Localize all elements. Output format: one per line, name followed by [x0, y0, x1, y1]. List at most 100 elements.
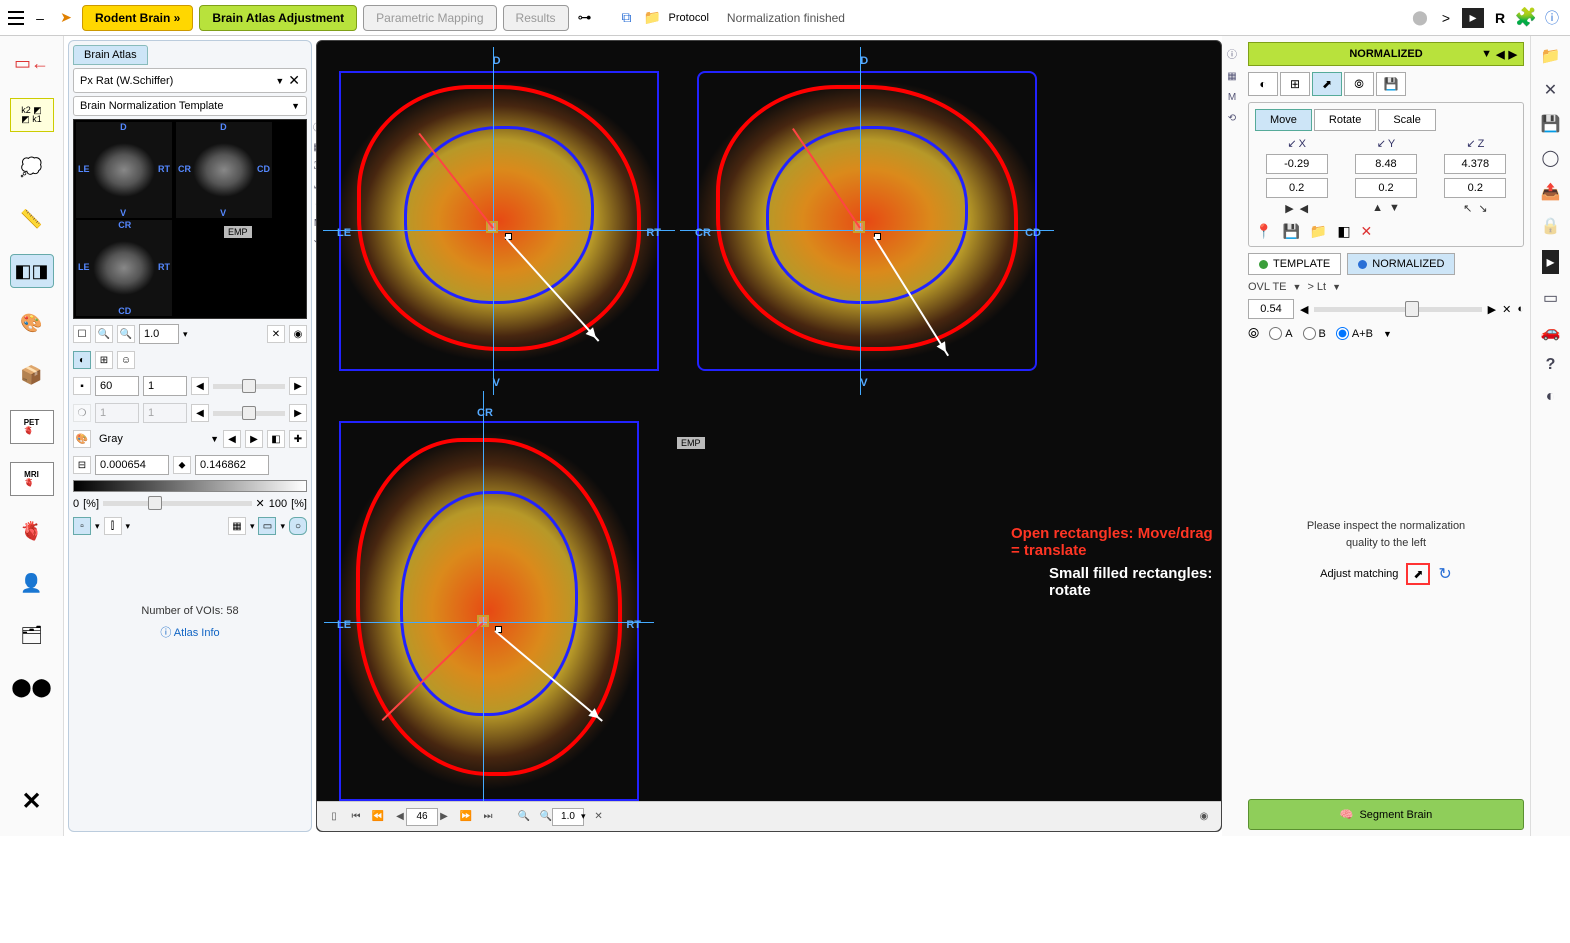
thumb-coronal[interactable]: D V LE RT [76, 122, 172, 218]
check-icon[interactable]: ☐ [73, 325, 91, 343]
radio-b[interactable]: B [1303, 327, 1326, 340]
range-lo-input[interactable] [95, 455, 169, 475]
warp-icon[interactable]: ⦾ [1248, 325, 1259, 342]
radio-ab[interactable]: A+B [1336, 327, 1373, 340]
car-icon[interactable]: 🚗 [1541, 322, 1561, 342]
level-slider[interactable] [213, 411, 285, 416]
next-icon[interactable]: ▶ [289, 404, 307, 422]
bt5[interactable]: ○ [289, 517, 307, 535]
copy-icon[interactable]: ⧉ [617, 8, 637, 28]
tool-color[interactable]: 🎨 [10, 306, 54, 340]
brain-atlas-adjust-button[interactable]: Brain Atlas Adjustment [199, 5, 357, 31]
crosshair-h[interactable] [323, 230, 675, 231]
close-selector-icon[interactable]: ✕ [288, 72, 300, 89]
radio-a[interactable]: A [1269, 327, 1292, 340]
x-icon[interactable]: ✕ [256, 497, 265, 510]
terminal-icon[interactable]: ▸ [1542, 250, 1558, 274]
zoom-in-icon[interactable]: 🔍 [95, 325, 113, 343]
pct-slider[interactable] [103, 501, 251, 506]
crop-icon[interactable]: ◧ [1337, 223, 1350, 240]
r-icon[interactable]: R [1490, 8, 1510, 28]
prev-icon[interactable]: ◀ [223, 430, 241, 448]
bt2d[interactable]: ▾ [126, 521, 131, 532]
person-tab[interactable]: ☺ [117, 351, 135, 369]
tool-heart[interactable]: 🫀 [10, 514, 54, 548]
box-icon[interactable]: ▪ [73, 377, 91, 395]
leaf-icon[interactable]: ❍ [73, 404, 91, 422]
normalized-tab[interactable]: NORMALIZED [1347, 253, 1455, 275]
contrast-icon[interactable]: ◐ [1546, 388, 1556, 406]
next2-icon[interactable]: ⏩ [457, 808, 475, 826]
blend-value-input[interactable] [1248, 299, 1294, 319]
parametric-mapping-button[interactable]: Parametric Mapping [363, 5, 496, 31]
ab-dropdown-icon[interactable]: ▼ [1383, 329, 1392, 339]
frame-input[interactable] [413, 808, 431, 826]
tool-layers[interactable]: 🗂 [10, 618, 54, 652]
lock-icon[interactable]: 🔒 [1541, 216, 1561, 236]
template-selector[interactable]: Brain Normalization Template ▼ [73, 96, 307, 116]
window-slider[interactable] [213, 384, 285, 389]
tool-crop[interactable]: ▭← [10, 46, 54, 80]
range-hi-input[interactable] [195, 455, 269, 475]
adjust-transform-icon[interactable]: ⬈ [1406, 563, 1430, 585]
plus-icon[interactable]: ✚ [289, 430, 307, 448]
template-tab[interactable]: TEMPLATE [1248, 253, 1341, 275]
next-icon[interactable]: ▶ [1488, 303, 1496, 316]
range-icon[interactable]: ⊟ [73, 456, 91, 474]
zoom-in-icon[interactable]: 🔍 [515, 808, 533, 826]
z-step-input[interactable] [1444, 178, 1506, 198]
next-icon[interactable]: ▶ [1509, 48, 1517, 61]
export-icon[interactable]: 📤 [1541, 182, 1561, 202]
link-icon[interactable]: ⊶ [575, 8, 595, 28]
prev-icon[interactable]: ◀ [191, 404, 209, 422]
tt-contrast[interactable]: ◐ [1248, 72, 1278, 96]
atlas-selector[interactable]: Px Rat (W.Schiffer) ▼ ✕ [73, 68, 307, 93]
folder-icon[interactable]: 📁 [1310, 223, 1327, 240]
blend-slider[interactable] [1314, 307, 1481, 312]
x-step-input[interactable] [1266, 178, 1328, 198]
close-icon[interactable]: ✕ [1544, 80, 1557, 100]
bt4d[interactable]: ▾ [280, 521, 285, 532]
info-icon[interactable]: ⓘ [1542, 8, 1562, 28]
folder-icon[interactable]: 📁 [643, 8, 663, 28]
x-icon[interactable]: ✕ [1502, 303, 1511, 316]
win-hi-input[interactable] [143, 376, 187, 396]
delete-icon[interactable]: ✕ [1361, 223, 1373, 240]
crosshair-h[interactable] [324, 622, 654, 623]
refresh-icon[interactable]: ↻ [1438, 564, 1451, 584]
link-icon[interactable]: ⬥ [173, 456, 191, 474]
x-value-input[interactable] [1266, 154, 1328, 174]
box-icon[interactable]: ▭ [1543, 288, 1558, 308]
bt1[interactable]: ▫ [73, 517, 91, 535]
thumb-axial[interactable]: CR CD LE RT [76, 220, 172, 316]
bt2[interactable]: ⫿ [104, 517, 122, 535]
puzzle-icon[interactable]: 🧩 [1516, 8, 1536, 28]
ovl-dropdown-icon[interactable]: ▼ [1293, 282, 1302, 292]
rodent-brain-button[interactable]: Rodent Brain » [82, 5, 193, 31]
x-icon[interactable]: ✕ [590, 808, 608, 826]
tt-warp[interactable]: ⦾ [1344, 72, 1374, 96]
view-axial[interactable]: CR CD LE RT [339, 421, 639, 801]
z-value-input[interactable] [1444, 154, 1506, 174]
scale-tab[interactable]: Scale [1378, 109, 1436, 131]
tool-cube[interactable]: 📦 [10, 358, 54, 392]
palette-icon[interactable]: 🎨 [73, 430, 91, 448]
tt-save[interactable]: 💾 [1376, 72, 1406, 96]
zoom-out-icon[interactable]: 🔍 [117, 325, 135, 343]
view-coronal[interactable]: D V LE RT [339, 71, 659, 371]
y-step-input[interactable] [1355, 178, 1417, 198]
gt-icon[interactable]: > [1436, 8, 1456, 28]
grid-tab[interactable]: ⊞ [95, 351, 113, 369]
save-icon[interactable]: 💾 [1541, 114, 1561, 134]
brain-atlas-tab[interactable]: Brain Atlas [73, 45, 148, 65]
record-icon[interactable]: ⬤ [1410, 8, 1430, 28]
thumbnail-views[interactable]: D V LE RT D V CR CD CR CD LE RT EMP [73, 119, 307, 319]
terminal-icon[interactable]: ▸ [1462, 8, 1484, 28]
minimize-icon[interactable]: – [30, 8, 50, 28]
prev-icon[interactable]: ◀ [191, 377, 209, 395]
layout-icon[interactable]: ▯ [325, 808, 343, 826]
help-icon[interactable]: ? [1546, 356, 1556, 374]
tool-stick[interactable]: 📏 [10, 202, 54, 236]
segment-brain-button[interactable]: 🧠 Segment Brain [1248, 799, 1524, 830]
x-inc[interactable]: ▶ [1285, 202, 1293, 215]
